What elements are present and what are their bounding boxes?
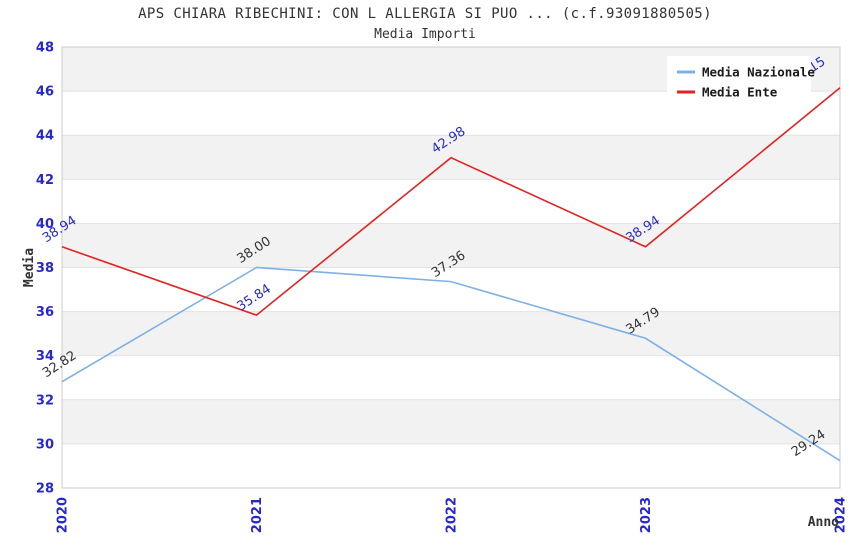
legend-label-media-nazionale: Media Nazionale — [702, 65, 815, 80]
y-tick-label: 44 — [36, 129, 54, 144]
x-tick-label: 2023 — [639, 497, 654, 533]
grid-band — [62, 399, 840, 444]
y-tick-label: 38 — [36, 261, 54, 276]
legend-label-media-ente: Media Ente — [702, 85, 778, 100]
data-label-media-ente: 35.84 — [235, 282, 274, 315]
y-tick-label: 32 — [36, 393, 54, 408]
y-tick-label: 40 — [36, 217, 54, 232]
legend: Media Nazionale Media Ente — [667, 56, 815, 104]
y-tick-label: 36 — [36, 305, 54, 320]
x-tick-label: 2021 — [250, 497, 265, 533]
legend-box — [667, 56, 811, 104]
y-axis-title: Media — [22, 248, 37, 287]
x-axis-title: Anno — [808, 515, 839, 530]
y-tick-label: 34 — [36, 349, 54, 364]
y-tick-label: 42 — [36, 173, 54, 188]
y-tick-label: 30 — [36, 437, 54, 452]
y-tick-label: 46 — [36, 85, 54, 100]
y-tick-label: 28 — [36, 482, 54, 497]
chart-subtitle: Media Importi — [374, 27, 476, 42]
series-line-media-nazionale — [61, 266, 841, 462]
series-line-media-ente — [61, 87, 841, 317]
grid-band — [62, 223, 840, 268]
x-tick-label: 2022 — [445, 497, 460, 533]
x-tick-label: 2024 — [834, 497, 849, 533]
y-tick-label: 48 — [36, 41, 54, 56]
x-tick-label: 2020 — [56, 497, 71, 533]
plot-border — [61, 46, 841, 489]
chart-title: APS CHIARA RIBECHINI: CON L ALLERGIA SI … — [138, 6, 712, 22]
grid-band — [62, 311, 840, 356]
